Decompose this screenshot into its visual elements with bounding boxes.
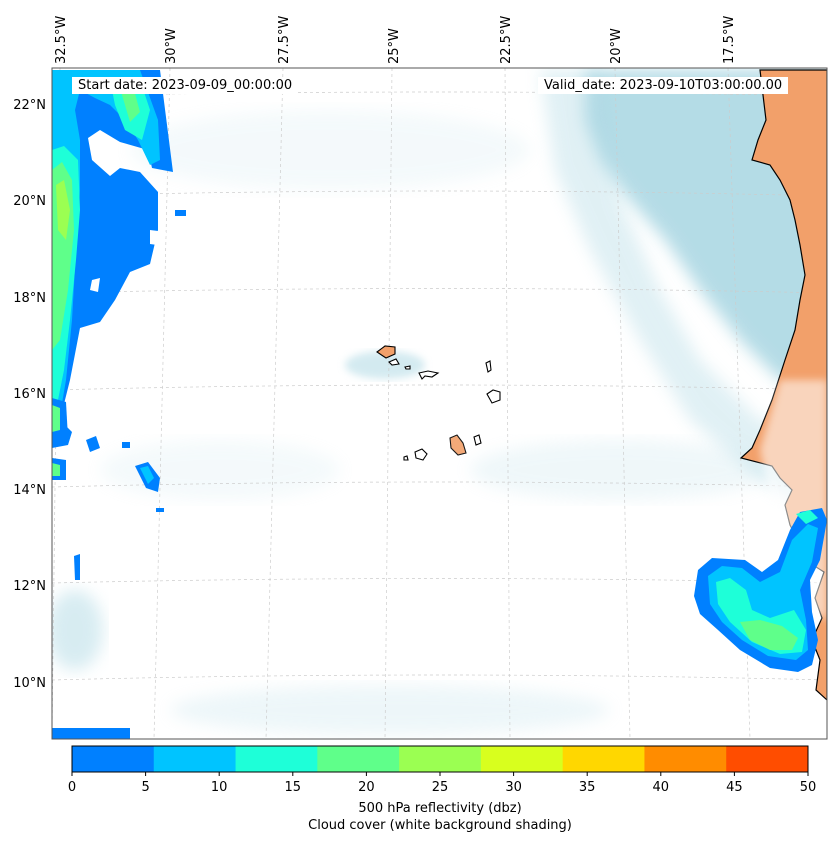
lon-label-22-5w: 22.5°W: [499, 15, 514, 64]
lat-label-18n: 18°N: [13, 291, 46, 306]
colorbar-segment: [235, 746, 318, 772]
refl-west-upper-core: [120, 88, 140, 122]
cell-5: [74, 554, 80, 580]
refl-west-mid: [52, 70, 160, 420]
island-sao-vicente: [388, 358, 400, 366]
cloud-patch-west: [52, 590, 103, 670]
colorbar-tick-label: 10: [210, 780, 228, 795]
cell-9: [156, 508, 164, 512]
colorbar-tick-label: 20: [358, 780, 375, 795]
colorbar-tick-label: 0: [67, 780, 77, 795]
reflectivity-west-cells: [52, 210, 186, 739]
cell-4-core: [140, 466, 154, 484]
refl-west-hole-2: [150, 230, 166, 246]
colorbar-segment: [726, 746, 809, 772]
refl-se-north-core: [796, 510, 818, 524]
colorbar-tick-label: 40: [652, 780, 670, 795]
cell-1-core: [52, 405, 60, 432]
colorbar-tick-label: 15: [284, 780, 302, 795]
island-santiago: [449, 434, 467, 456]
lat-label-16n: 16°N: [13, 387, 46, 402]
cloud-patch-north: [130, 110, 530, 190]
colorbar-segment: [72, 746, 155, 772]
colorbar-tick-label: 30: [505, 780, 522, 795]
island-sal: [485, 360, 492, 373]
refl-west-base: [52, 70, 173, 448]
island-santa-luzia: [404, 365, 411, 370]
refl-west-max: [56, 180, 70, 240]
colorbar-tick-label: 45: [726, 780, 743, 795]
plot-frame: [51, 67, 828, 740]
cloud-cover-layer: [52, 70, 827, 735]
island-fogo: [414, 448, 428, 461]
colorbar-tick-label: 50: [799, 780, 817, 795]
lat-label-12n: 12°N: [13, 579, 46, 594]
lat-label-22n: 22°N: [13, 98, 46, 113]
lon-label-30w: 30°W: [164, 28, 179, 64]
refl-se-peak: [740, 620, 798, 650]
reflectivity-west: [52, 70, 173, 448]
refl-west-hole-1: [90, 278, 100, 292]
cell-6: [52, 728, 130, 739]
lon-label-27-5w: 27.5°W: [277, 15, 292, 64]
cloud-patch-midwest: [100, 440, 340, 500]
island-maio: [473, 434, 482, 446]
colorbar-segment: [399, 746, 482, 772]
valid-date-label: Valid_date: 2023-09-10T03:00:00.00: [538, 77, 789, 94]
colorbar-tick-label: 5: [141, 780, 150, 795]
colorbar-subtitle: Cloud cover (white background shading): [308, 818, 572, 833]
cell-7: [122, 442, 130, 448]
cloud-patch-southeast: [470, 440, 770, 500]
colorbar-segment: [644, 746, 727, 772]
island-santo-antao: [376, 345, 396, 359]
colorbar-segment: [480, 746, 564, 772]
cape-verde-islands: [376, 345, 501, 461]
cell-8: [175, 210, 186, 216]
cloud-region-east-light: [540, 70, 827, 520]
island-brava: [403, 455, 409, 461]
start-date-label: Start date: 2023-09-09_00:00:00: [72, 77, 299, 94]
island-sao-nicolau: [418, 370, 440, 380]
cloud-patch-south: [170, 685, 610, 735]
colorbar-tick-label: 35: [578, 780, 596, 795]
island-boa-vista: [486, 389, 501, 404]
lat-label-10n: 10°N: [13, 676, 46, 691]
colorbar-segment: [153, 746, 237, 772]
colorbar-segment: [317, 746, 400, 772]
cloud-patch-center: [345, 351, 425, 379]
lon-label-32-5w: 32.5°W: [54, 15, 69, 64]
colorbar-title: 500 hPa reflectivity (dbz): [358, 801, 522, 816]
lat-label-20n: 20°N: [13, 194, 46, 209]
lat-label-14n: 14°N: [13, 483, 46, 498]
colorbar-segment: [562, 746, 645, 772]
lon-label-25w: 25°W: [387, 28, 402, 64]
colorbar-tick-label: 25: [431, 780, 449, 795]
reflectivity-southeast: [694, 508, 827, 672]
cell-2-core: [52, 463, 60, 476]
lon-label-17-5w: 17.5°W: [722, 15, 737, 64]
colorbar: [71, 745, 809, 776]
lon-label-20w: 20°W: [609, 28, 624, 64]
cell-3: [86, 436, 100, 452]
